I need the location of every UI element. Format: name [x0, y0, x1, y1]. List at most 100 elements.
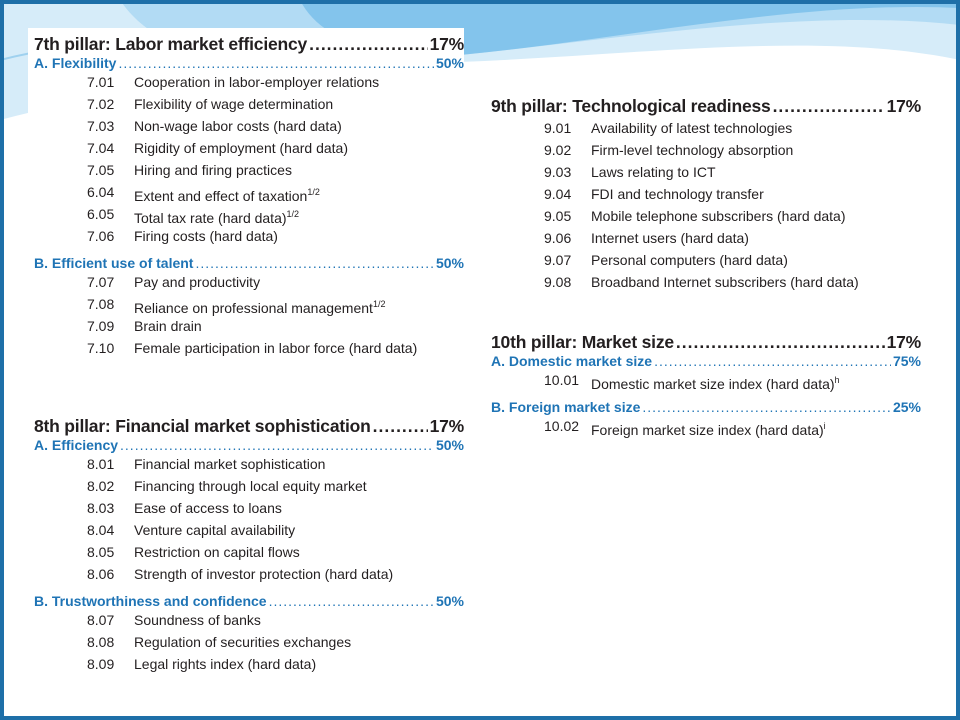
indicator-code: 7.09 [87, 318, 115, 334]
subgroup-heading-title: A. Domestic market size [491, 353, 653, 369]
indicator-label: Domestic market size index (hard data)h [591, 369, 840, 392]
indicator-code: 10.02 [544, 418, 580, 434]
pillar-heading: 10th pillar: Market size................… [491, 332, 921, 353]
pillar-heading-title: 7th pillar: Labor market efficiency [34, 34, 308, 54]
indicator-label: Financial market sophistication [134, 453, 325, 475]
indicator-label-text: Laws relating to ICT [591, 164, 716, 180]
indicator-code: 8.03 [87, 500, 115, 516]
indicator-label: Soundness of banks [134, 609, 261, 631]
subgroup-heading: B. Foreign market size..................… [491, 399, 921, 415]
indicator-label-text: Female participation in labor force (har… [134, 340, 418, 356]
indicator-label-text: Regulation of securities exchanges [134, 634, 352, 650]
leader-dots: ........................................… [642, 399, 891, 415]
pillar-heading: 8th pillar: Financial market sophisticat… [34, 416, 464, 437]
indicator-label: Financing through local equity market [134, 475, 367, 497]
indicator-label: Total tax rate (hard data)1/2 [134, 203, 299, 226]
indicator-footnote: 1/2 [307, 187, 320, 197]
indicator-row: 8.05 Restriction on capital flows [34, 541, 464, 563]
leader-dots: ........................................… [675, 332, 885, 352]
indicator-code: 9.03 [544, 164, 572, 180]
indicator-code: 6.04 [87, 184, 115, 200]
indicator-label-text: Hiring and firing practices [134, 162, 292, 178]
indicator-label-text: Flexibility of wage determination [134, 96, 334, 112]
indicator-code: 8.09 [87, 656, 115, 672]
indicator-row: 6.05 Total tax rate (hard data)1/2 [34, 203, 464, 226]
indicator-label: Mobile telephone subscribers (hard data) [591, 205, 845, 227]
indicator-label-text: Firing costs (hard data) [134, 228, 278, 244]
leader-dots: ........................................… [309, 34, 427, 54]
indicator-label: Ease of access to loans [134, 497, 282, 519]
pillar-10-section: 10th pillar: Market size................… [491, 332, 921, 438]
indicator-row: 8.02 Financing through local equity marke… [34, 475, 464, 497]
indicator-label: Laws relating to ICT [591, 161, 716, 183]
indicator-label: Brain drain [134, 315, 202, 337]
leader-dots: ........................................… [654, 353, 891, 369]
indicator-row: 8.09 Legal rights index (hard data) [34, 653, 464, 675]
indicator-label-text: Venture capital availability [134, 522, 296, 538]
group-spacer [34, 585, 464, 593]
indicator-label: Regulation of securities exchanges [134, 631, 351, 653]
indicator-row: 9.01 Availability of latest technologies [491, 117, 921, 139]
indicator-label: Pay and productivity [134, 271, 260, 293]
pillar-9-section: 9th pillar: Technological readiness.....… [491, 96, 921, 293]
indicator-footnote: i [823, 421, 826, 431]
indicator-label-text: Strength of investor protection (hard da… [134, 566, 394, 582]
subgroup-heading-weight: 25% [892, 399, 921, 415]
indicator-code: 7.01 [87, 74, 115, 90]
subgroup-heading: B. Trustworthiness and confidence.......… [34, 593, 464, 609]
indicator-code: 9.07 [544, 252, 572, 268]
indicator-label-text: Legal rights index (hard data) [134, 656, 317, 672]
indicator-row: 8.04 Venture capital availability [34, 519, 464, 541]
indicator-label-text: Foreign market size index (hard data) [591, 422, 824, 438]
group-spacer [491, 391, 921, 399]
indicator-code: 9.08 [544, 274, 572, 290]
indicator-label: Firm-level technology absorption [591, 139, 793, 161]
leader-dots: ........................................… [118, 55, 434, 71]
indicator-row: 7.08 Reliance on professional management1… [34, 293, 464, 316]
indicator-row: 7.06 Firing costs (hard data) [34, 225, 464, 247]
indicator-label-text: FDI and technology transfer [591, 186, 764, 202]
indicator-label-text: Extent and effect of taxation [134, 188, 308, 204]
indicator-code: 9.01 [544, 120, 572, 136]
group-spacer [34, 247, 464, 255]
indicator-code: 8.08 [87, 634, 115, 650]
leader-dots: ........................................… [372, 416, 428, 436]
subgroup-heading: B. Efficient use of talent..............… [34, 255, 464, 271]
indicator-code: 7.10 [87, 340, 115, 356]
left-panel: 7th pillar: Labor market efficiency.....… [28, 28, 464, 696]
pillar-heading-title: 10th pillar: Market size [491, 332, 674, 352]
indicator-label: Availability of latest technologies [591, 117, 792, 139]
indicator-footnote: 1/2 [372, 299, 386, 309]
subgroup-heading-weight: 50% [435, 593, 464, 609]
indicator-row: 7.01 Cooperation in labor-employer relati… [34, 71, 464, 93]
indicator-row: 6.04 Extent and effect of taxation1/2 [34, 181, 464, 204]
indicator-label: Female participation in labor force (har… [134, 337, 417, 359]
indicator-label: Personal computers (hard data) [591, 249, 788, 271]
indicator-label-text: Soundness of banks [134, 612, 261, 628]
subgroup-heading: A. Domestic market size.................… [491, 353, 921, 369]
subgroup-heading-weight: 50% [435, 437, 464, 453]
indicator-label-text: Domestic market size index (hard data) [591, 376, 835, 392]
leader-dots: ........................................… [195, 255, 434, 271]
indicator-code: 8.02 [87, 478, 115, 494]
indicator-row: 8.07 Soundness of banks [34, 609, 464, 631]
leader-dots: ........................................… [772, 96, 885, 116]
pillar-7-section: 7th pillar: Labor market efficiency.....… [34, 34, 464, 359]
indicator-row: 7.10 Female participation in labor force … [34, 337, 464, 359]
indicator-label-text: Restriction on capital flows [134, 544, 300, 560]
indicator-label-text: Ease of access to loans [134, 500, 282, 516]
indicator-row: 8.03 Ease of access to loans [34, 497, 464, 519]
indicator-code: 7.08 [87, 296, 115, 312]
pillar-heading: 9th pillar: Technological readiness.....… [491, 96, 921, 117]
indicator-row: 10.01 Domestic market size index (hard da… [491, 369, 921, 392]
indicator-code: 7.06 [87, 228, 115, 244]
indicator-label: Hiring and firing practices [134, 159, 292, 181]
subgroup-heading-weight: 75% [892, 353, 921, 369]
indicator-label: Cooperation in labor-employer relations [134, 71, 379, 93]
pillar-heading: 7th pillar: Labor market efficiency.....… [34, 34, 464, 55]
indicator-row: 8.06 Strength of investor protection (har… [34, 563, 464, 585]
indicator-label: Foreign market size index (hard data)i [591, 415, 826, 438]
pillar-heading-weight: 17% [429, 416, 464, 436]
indicator-label-text: Internet users (hard data) [591, 230, 749, 246]
indicator-label: Strength of investor protection (hard da… [134, 563, 393, 585]
